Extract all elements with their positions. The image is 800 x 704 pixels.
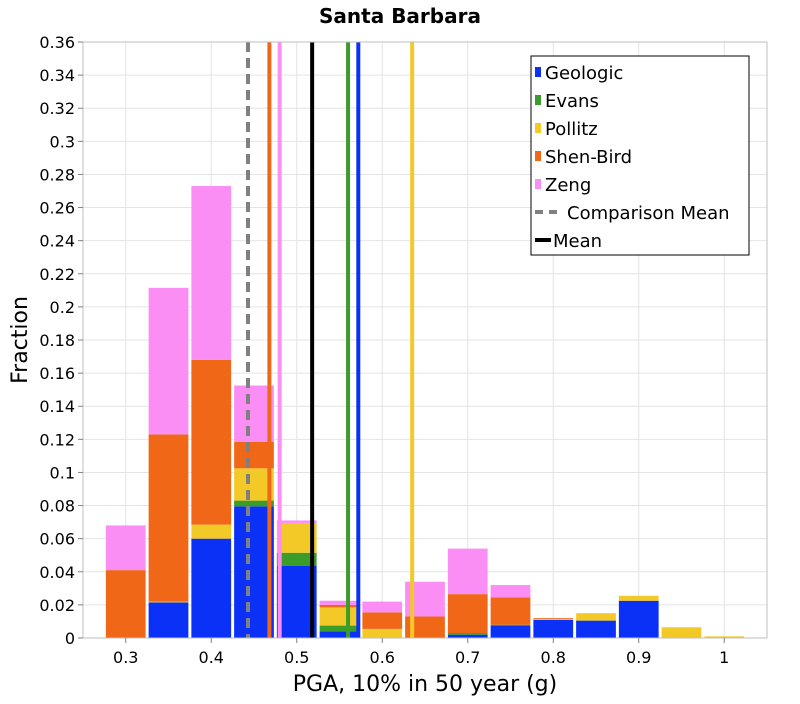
legend-box: [530, 55, 750, 256]
bar-zeng: [447, 548, 488, 595]
bar-pollitz: [234, 468, 274, 501]
mean-lines: [246, 42, 415, 638]
bar-geologic: [319, 631, 360, 638]
bar-shen-bird: [447, 594, 488, 634]
y-tick-label: 0.34: [39, 66, 75, 85]
bar-geologic: [533, 619, 574, 638]
bar-pollitz: [704, 636, 745, 638]
legend-label-evans: Evans: [545, 91, 599, 112]
legend-label-shen-bird: Shen-Bird: [545, 147, 632, 168]
x-tick-label: 0.8: [541, 648, 566, 667]
bar-geologic: [447, 634, 488, 638]
legend-label-pollitz: Pollitz: [545, 119, 598, 140]
bar-shen-bird: [533, 618, 574, 619]
y-tick-label: 0.18: [39, 331, 75, 350]
bar-geologic: [276, 565, 317, 638]
x-tick-label: 0.6: [370, 648, 395, 667]
bar-geologic: [191, 538, 232, 638]
legend-label-mean: Mean: [553, 231, 602, 252]
bar-geologic: [148, 602, 189, 638]
legend-label-geologic: Geologic: [545, 63, 623, 84]
x-tick-label: 0.3: [113, 648, 138, 667]
legend-swatch-shen-bird: [535, 151, 541, 161]
bar-pollitz: [576, 613, 616, 621]
y-tick-label: 0.14: [39, 397, 75, 416]
legend-swatch-pollitz: [535, 123, 541, 133]
bar-pollitz: [319, 607, 360, 626]
bar-zeng: [276, 520, 317, 523]
legend-label-zeng: Zeng: [545, 175, 591, 196]
bar-evans: [234, 500, 274, 507]
legend: Geologic Evans Pollitz Shen-Bird Zeng Compari…: [530, 55, 750, 256]
y-tick-label: 0.22: [39, 265, 75, 284]
bar-shen-bird: [148, 434, 189, 602]
x-axis-label: PGA, 10% in 50 year (g): [293, 672, 557, 697]
y-tick-label: 0: [65, 629, 75, 648]
bar-zeng: [319, 600, 360, 605]
bar-zeng: [105, 525, 146, 571]
bar-zeng: [490, 585, 531, 598]
bar-evans: [490, 624, 531, 626]
y-tick-label: 0.28: [39, 165, 75, 184]
bar-shen-bird: [490, 597, 531, 625]
y-tick-label: 0.2: [50, 298, 75, 317]
y-tick-label: 0.3: [50, 132, 75, 151]
y-tick-label: 0.36: [39, 33, 75, 52]
axis-ticks: 0 0.02 0.04 0.06 0.08 0.1 0.12 0.14 0.16 0.18 0.2 0…: [39, 33, 729, 667]
bar-pollitz: [533, 618, 574, 620]
bar-zeng: [362, 601, 403, 613]
x-tick-label: 0.4: [199, 648, 224, 667]
y-axis-label: Fraction: [8, 296, 33, 384]
bar-pollitz: [148, 601, 189, 603]
y-tick-label: 0.08: [39, 497, 75, 516]
y-tick-label: 0.02: [39, 596, 75, 615]
legend-swatch-geologic: [535, 67, 541, 77]
y-tick-label: 0.26: [39, 199, 75, 218]
bar-pollitz: [191, 524, 232, 539]
bar-shen-bird: [105, 570, 146, 638]
x-tick-label: 1: [719, 648, 729, 667]
bar-shen-bird: [234, 441, 274, 469]
bar-geologic: [490, 625, 531, 638]
bar-pollitz: [276, 522, 317, 553]
bar-pollitz: [661, 627, 702, 638]
legend-label-comparison-mean: Comparison Mean: [567, 203, 730, 224]
legend-swatch-evans: [535, 95, 541, 105]
y-tick-label: 0.32: [39, 99, 75, 118]
x-tick-label: 0.5: [284, 648, 309, 667]
bar-evans: [447, 633, 488, 635]
bar-geologic: [234, 506, 274, 638]
x-tick-label: 0.9: [626, 648, 651, 667]
chart-title: Santa Barbara: [319, 4, 481, 28]
bar-evans: [276, 552, 317, 566]
y-tick-label: 0.06: [39, 530, 75, 549]
bar-geologic: [618, 600, 659, 638]
bar-shen-bird: [191, 359, 232, 525]
bar-shen-bird: [362, 612, 403, 629]
bar-shen-bird: [319, 604, 360, 608]
y-tick-label: 0.1: [50, 463, 75, 482]
bar-zeng: [234, 385, 274, 442]
y-tick-label: 0.04: [39, 563, 75, 582]
y-tick-label: 0.16: [39, 364, 75, 383]
bar-geologic: [576, 620, 616, 638]
bar-pollitz: [618, 595, 659, 601]
bar-pollitz: [362, 628, 403, 638]
bar-zeng: [191, 186, 232, 360]
y-tick-label: 0.24: [39, 232, 75, 251]
legend-swatch-zeng: [535, 179, 541, 189]
x-tick-label: 0.7: [455, 648, 480, 667]
bar-shen-bird: [405, 616, 445, 638]
y-tick-label: 0.12: [39, 430, 75, 449]
bar-evans: [319, 625, 360, 632]
bar-zeng: [148, 287, 189, 435]
